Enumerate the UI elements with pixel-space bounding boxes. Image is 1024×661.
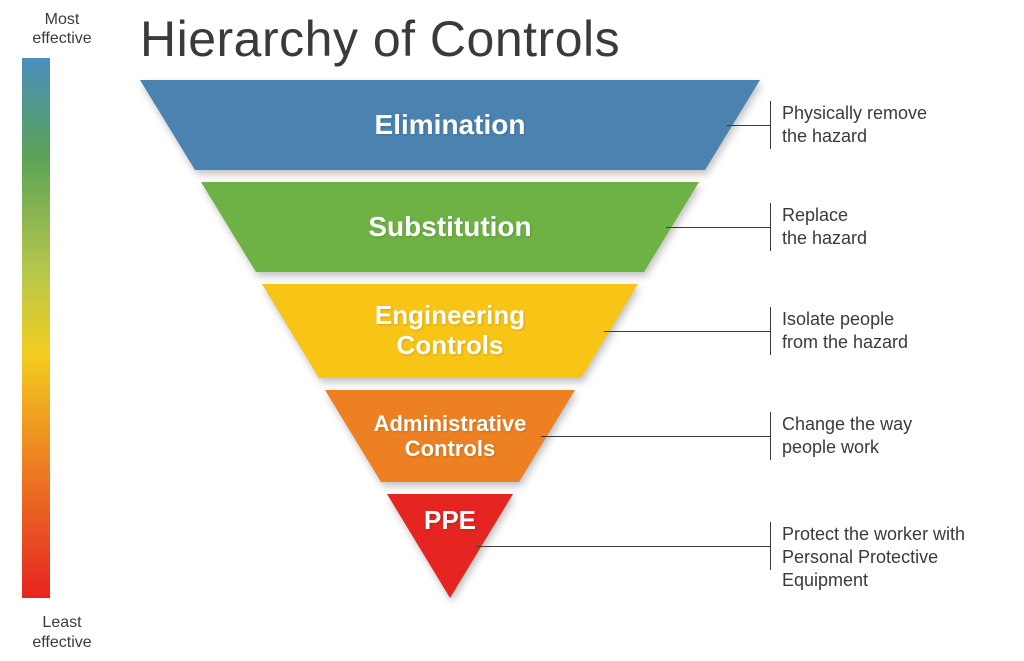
callout-connector-line (604, 331, 771, 332)
callout-separator-bar (770, 522, 771, 570)
pyramid-level-administrative-controls: AdministrativeControls (325, 390, 575, 482)
pyramid-level-label: EngineeringControls (262, 301, 638, 361)
diagram-title: Hierarchy of Controls (140, 10, 620, 68)
scale-label-bottom: Leasteffective (22, 613, 102, 651)
callout-connector-line (727, 125, 771, 126)
scale-label-top: Mosteffective (22, 10, 102, 48)
callout-connector-line (541, 436, 770, 437)
callout-separator-bar (770, 101, 771, 149)
scale-gradient-bar (22, 58, 50, 598)
pyramid-level-elimination: Elimination (140, 80, 760, 170)
callout-separator-bar (770, 307, 771, 355)
callout-text: Change the waypeople work (782, 413, 912, 460)
pyramid-level-label: Elimination (140, 109, 760, 141)
pyramid-level-label: PPE (387, 506, 513, 536)
pyramid-level-engineering-controls: EngineeringControls (262, 284, 638, 378)
pyramid-level-label: Substitution (201, 211, 699, 243)
callout-separator-bar (770, 203, 771, 251)
pyramid-level-label: AdministrativeControls (325, 411, 575, 462)
callout-separator-bar (770, 412, 771, 460)
callout-text: Isolate peoplefrom the hazard (782, 308, 908, 355)
callout-text: Physically removethe hazard (782, 102, 927, 149)
effectiveness-scale: Mosteffective Leasteffective (22, 10, 102, 652)
pyramid-level-substitution: Substitution (201, 182, 699, 272)
pyramid: Elimination Substitution EngineeringContro… (140, 80, 760, 640)
callout-text: Replacethe hazard (782, 204, 867, 251)
callout-text: Protect the worker withPersonal Protecti… (782, 523, 1024, 593)
callout-connector-line (476, 546, 771, 547)
callout-connector-line (666, 227, 771, 228)
